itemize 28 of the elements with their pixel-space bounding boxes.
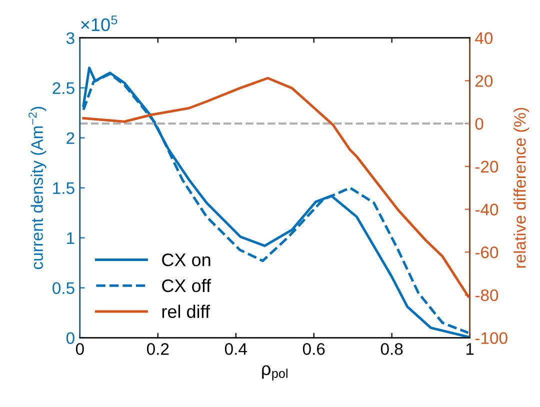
y-tick-label: 2.5 [52, 82, 74, 94]
text: ×10$^{5}$ [81, 16, 118, 32]
y2-tick-label: -80 [475, 289, 498, 302]
y-tick-label: 1 [67, 232, 74, 244]
y2-tick-label: 40 [475, 32, 493, 44]
y2-axis-title: relative difference (%) [514, 108, 530, 268]
y-tick-label: 3 [66, 32, 74, 44]
x-tick-label: 0.4 [224, 343, 247, 355]
y2-tick-label: 0 [475, 118, 484, 130]
y-tick-label: 0 [66, 332, 74, 344]
x-tick-label: 0 [76, 343, 84, 355]
x-tick-label: 1 [466, 343, 474, 355]
x-tick-label: 0.8 [380, 343, 403, 355]
legend-label: rel diff [162, 304, 210, 318]
y-tick-label: 0.5 [52, 282, 74, 294]
y-tick-label: 2 [66, 132, 74, 144]
y2-tick-label: -40 [475, 204, 498, 216]
x-tick-label: 0.6 [302, 343, 325, 355]
x-tick-label: 0.2 [146, 343, 169, 355]
legend-label: CX on [162, 253, 210, 266]
legend-label: CX off [162, 278, 212, 292]
y2-tick-label: -100 [475, 332, 508, 344]
y-tick-label: 1.5 [53, 182, 74, 194]
y-axis-title: current density (Am$^{−2}$) [28, 106, 46, 270]
y2-tick-label: -20 [475, 160, 498, 173]
y2-tick-label: 20 [476, 75, 493, 87]
x-axis-title: ρ$_{pol}$ [262, 365, 288, 380]
y2-tick-label: -60 [475, 246, 498, 258]
